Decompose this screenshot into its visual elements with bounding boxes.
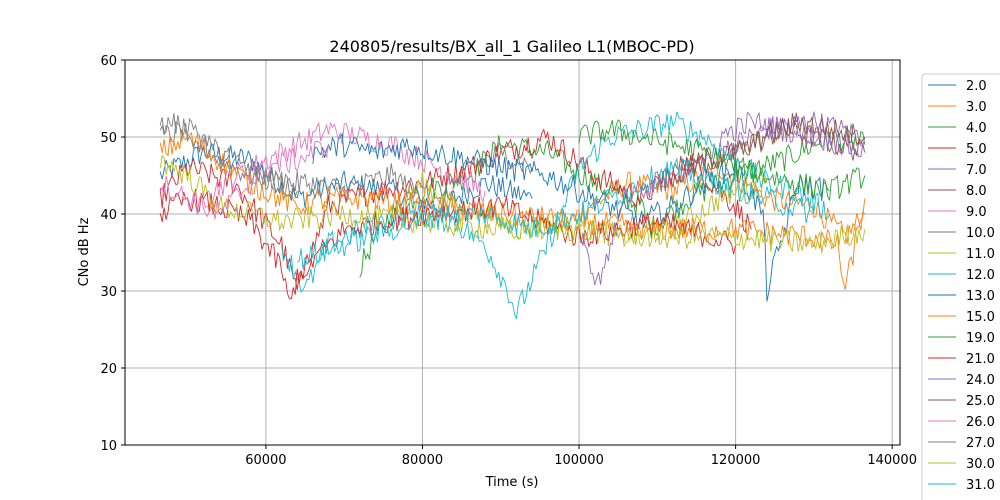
legend-label: 30.0 [966,457,995,472]
legend: 2.0 3.0 4.0 5.0 7.0 8.0 9.0 10.0 11.0 12.0 13.0 15.… [921,73,1000,500]
chart-title: 240805/results/BX_all_1 Galileo L1(MBOC-… [329,37,694,57]
legend-label: 21.0 [966,352,995,367]
series-line-27-0 [159,113,298,199]
x-tick-label: 80000 [402,453,443,468]
series-line-25-0 [672,112,866,183]
x-tick-label: 120000 [711,453,761,468]
y-tick-label: 20 [100,362,117,377]
series-line-26-0 [159,141,329,220]
legend-label: 25.0 [966,394,995,409]
legend-label: 8.0 [966,184,987,199]
x-tick-label: 140000 [867,453,917,468]
x-axis-ticks: 60000 80000 100000 120000 140000 [245,445,917,468]
legend-label: 15.0 [966,310,995,325]
y-axis-ticks: 10 20 30 40 50 60 [100,54,125,454]
legend-label: 11.0 [966,247,995,262]
legend-label: 10.0 [966,226,995,241]
legend-label: 26.0 [966,415,995,430]
legend-label: 9.0 [966,205,987,220]
x-tick-label: 60000 [245,453,286,468]
legend-frame [921,73,1000,500]
y-tick-label: 60 [100,54,117,69]
legend-label: 24.0 [966,373,995,388]
series-line-3-0 [578,162,866,244]
series-line-24-0 [719,111,866,158]
series-line-9-0 [202,121,486,208]
legend-label: 27.0 [966,436,995,451]
legend-label: 19.0 [966,331,995,346]
series-line-15-0 [159,129,866,290]
legend-label: 2.0 [966,79,987,94]
y-tick-label: 40 [100,208,117,223]
legend-label: 5.0 [966,142,987,157]
series-line-19-0 [578,119,866,201]
legend-label: 13.0 [966,289,995,304]
legend-label: 3.0 [966,100,987,115]
plot-lines [159,111,866,320]
x-axis-title: Time (s) [485,475,539,490]
legend-label: 4.0 [966,121,987,136]
y-tick-label: 50 [100,131,117,146]
plot-area-frame [124,59,901,446]
y-axis-title: CNo dB Hz [77,217,92,286]
legend-label: 7.0 [966,163,987,178]
legend-items: 2.0 3.0 4.0 5.0 7.0 8.0 9.0 10.0 11.0 12.0 13.0 15.… [928,79,995,500]
y-tick-label: 10 [100,439,117,454]
legend-label: 12.0 [966,268,995,283]
legend-label: 31.0 [966,478,995,493]
series-line-31-0 [296,157,815,270]
x-tick-label: 100000 [554,453,604,468]
y-tick-label: 30 [100,285,117,300]
